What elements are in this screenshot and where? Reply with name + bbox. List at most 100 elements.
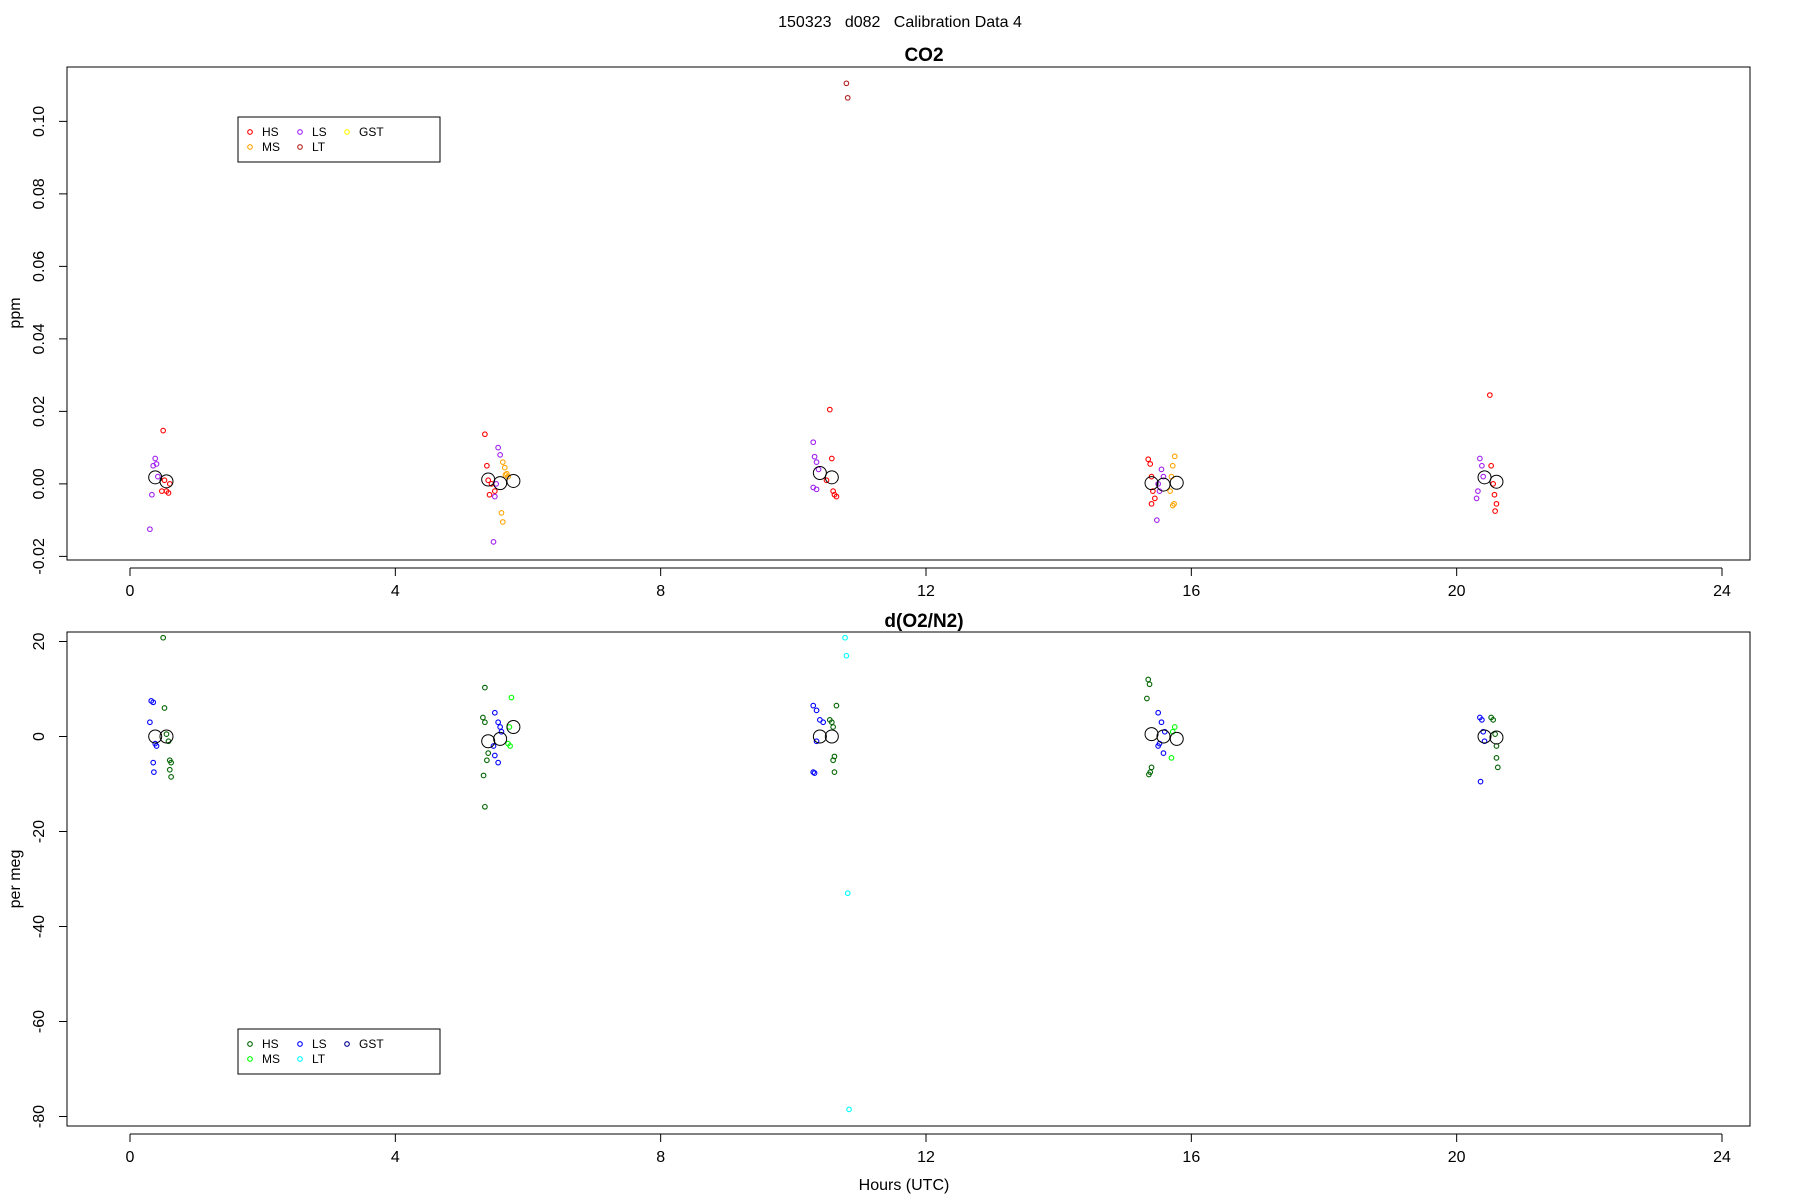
o2n2-point-ls <box>1155 743 1162 749</box>
o2n2-point-hs <box>485 750 492 756</box>
co2-average-marker <box>1489 474 1504 489</box>
o2n2-point-lt <box>846 1106 852 1113</box>
o2n2-point-ls <box>497 724 503 730</box>
o2n2-point-hs <box>1493 755 1500 761</box>
co2-point-hs <box>1148 500 1155 507</box>
o2n2-point-ls <box>495 759 502 766</box>
co2-point-hs <box>1147 461 1154 467</box>
o2n2-legend-box <box>237 1028 441 1075</box>
o2n2-point-hs <box>1146 771 1152 778</box>
co2-point-ls <box>152 455 159 462</box>
o2n2-point-ls <box>1161 728 1168 735</box>
o2n2-average-marker <box>159 729 174 744</box>
co2-point-lt <box>843 80 850 87</box>
co2-point-ls <box>155 473 161 480</box>
o2n2-y-tick-label: -20 <box>31 820 48 843</box>
co2-point-hs <box>486 491 493 498</box>
co2-y-axis: -0.02 0.00 0.02 0.04 0.06 0.08 0.10 <box>31 106 68 575</box>
o2n2-point-hs <box>1148 764 1155 771</box>
co2-x-axis: 0 4 8 12 16 20 24 <box>126 567 1731 600</box>
o2n2-point-hs <box>830 757 836 764</box>
co2-point-ls <box>1479 462 1485 469</box>
o2n2-point-hs <box>484 757 490 764</box>
co2-point-ls <box>153 461 160 467</box>
o2n2-point-hs <box>482 803 488 810</box>
o2n2-point-hs <box>160 634 167 641</box>
co2-point-ls <box>1475 488 1481 494</box>
o2n2-legend-label-ms: MS <box>262 1052 280 1066</box>
o2n2-point-hs <box>830 724 836 730</box>
o2n2-panel: d(O2/N2) 0 4 8 12 16 20 24 -80 -60 -40 -20 0 20 per… <box>7 611 1751 1194</box>
o2n2-average-marker <box>1477 729 1492 744</box>
co2-x-tick-label: 8 <box>656 583 665 600</box>
co2-average-marker <box>812 466 827 480</box>
co2-x-tick-label: 24 <box>1713 583 1731 600</box>
o2n2-x-tick-label: 20 <box>1448 1149 1466 1166</box>
o2n2-average-marker <box>812 729 827 744</box>
co2-average-marker <box>493 476 508 491</box>
o2n2-point-ls <box>810 702 817 709</box>
o2n2-point-lt <box>844 890 851 897</box>
co2-x-tick-label: 4 <box>391 583 400 600</box>
co2-point-hs <box>828 455 835 462</box>
o2n2-y-tick-label: -80 <box>31 1105 48 1128</box>
o2n2-point-hs <box>482 684 488 691</box>
o2n2-point-ls <box>1479 717 1485 723</box>
co2-legend-label-ls: LS <box>312 125 327 139</box>
o2n2-average-marker <box>1156 729 1171 744</box>
o2n2-x-tick-label: 16 <box>1182 1149 1200 1166</box>
o2n2-point-ls <box>491 709 498 716</box>
o2n2-legend-marker-hs <box>247 1041 253 1047</box>
co2-point-ms <box>1171 500 1177 507</box>
co2-legend-marker-ms <box>247 144 253 150</box>
o2n2-y-axis-label: per meg <box>7 850 24 909</box>
o2n2-legend-label-lt: LT <box>312 1052 326 1066</box>
co2-y-tick-label: 0.04 <box>31 323 48 354</box>
o2n2-average-marker <box>1169 731 1184 746</box>
o2n2-point-hs <box>833 702 840 709</box>
o2n2-point-ls <box>1477 778 1484 785</box>
co2-point-ls <box>497 452 503 458</box>
co2-point-hs <box>833 493 840 500</box>
o2n2-y-tick-label: -40 <box>31 915 48 938</box>
co2-point-hs <box>485 477 492 484</box>
o2n2-legend-label-gst: GST <box>359 1037 384 1051</box>
o2n2-point-hs <box>1490 717 1496 723</box>
co2-average-marker <box>481 472 496 487</box>
co2-averages-layer <box>148 466 1504 492</box>
co2-x-tick-label: 12 <box>917 583 935 600</box>
co2-legend-label-ms: MS <box>262 140 280 154</box>
co2-legend-label-gst: GST <box>359 125 384 139</box>
figure-title: 150323 d082 Calibration Data 4 <box>778 14 1022 31</box>
o2n2-title: d(O2/N2) <box>884 611 963 632</box>
co2-average-marker <box>1169 475 1184 490</box>
co2-point-hs <box>1486 392 1493 398</box>
o2n2-point-hs <box>168 759 174 766</box>
o2n2-point-hs <box>166 766 173 773</box>
o2n2-point-ls <box>1481 738 1488 745</box>
o2n2-point-ls <box>811 770 818 776</box>
co2-point-ls <box>1158 466 1165 473</box>
o2n2-point-hs <box>1145 676 1152 683</box>
co2-point-hs <box>826 406 833 413</box>
o2n2-x-tick-label: 12 <box>917 1149 935 1166</box>
o2n2-point-ls <box>495 719 502 726</box>
co2-average-marker <box>1156 477 1171 492</box>
o2n2-legend-marker-ls <box>297 1041 303 1047</box>
co2-legend-marker-hs <box>247 129 253 135</box>
o2n2-point-ls <box>813 707 820 714</box>
o2n2-point-ls <box>1158 719 1165 726</box>
co2-point-ms <box>499 519 506 525</box>
co2-point-hs <box>1488 462 1495 469</box>
o2n2-series-layer <box>147 634 1501 1113</box>
co2-x-tick-label: 16 <box>1182 583 1200 600</box>
co2-x-tick-label: 0 <box>126 583 135 600</box>
o2n2-x-tick-label: 24 <box>1713 1149 1731 1166</box>
co2-point-ms <box>501 464 508 471</box>
o2n2-legend-marker-gst <box>344 1041 350 1047</box>
co2-point-hs <box>482 431 488 438</box>
co2-y-tick-label: 0.02 <box>31 396 48 427</box>
co2-point-ms <box>1171 453 1178 460</box>
